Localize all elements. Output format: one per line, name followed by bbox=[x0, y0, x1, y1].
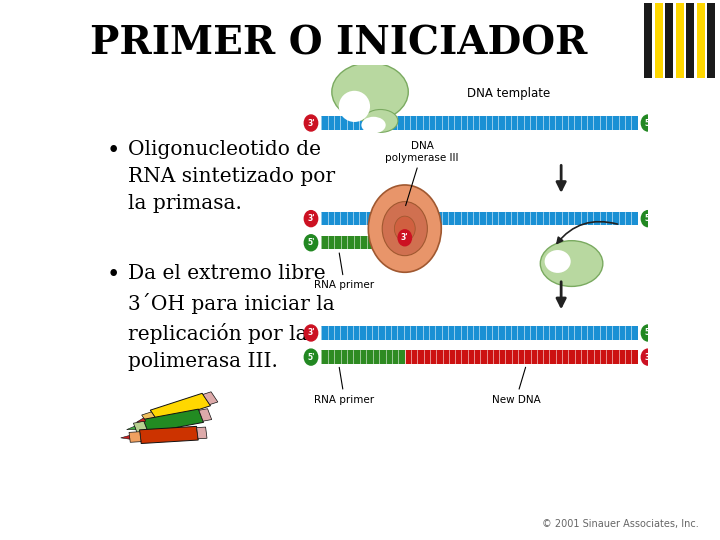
Circle shape bbox=[305, 325, 318, 341]
Ellipse shape bbox=[540, 241, 603, 286]
Bar bbox=[665, 3, 673, 78]
Bar bbox=[686, 3, 694, 78]
Text: 5': 5' bbox=[307, 238, 315, 247]
Bar bbox=[321, 212, 638, 225]
Circle shape bbox=[305, 115, 318, 131]
Circle shape bbox=[642, 211, 654, 227]
Bar bbox=[707, 3, 715, 78]
Bar bbox=[321, 350, 405, 364]
Text: •: • bbox=[107, 265, 120, 286]
Circle shape bbox=[395, 216, 415, 241]
Text: RNA primer: RNA primer bbox=[315, 253, 374, 290]
Ellipse shape bbox=[339, 91, 370, 122]
Polygon shape bbox=[644, 78, 716, 97]
Bar bbox=[321, 236, 412, 249]
Circle shape bbox=[305, 211, 318, 227]
Bar bbox=[676, 3, 684, 78]
Text: 5': 5' bbox=[644, 118, 652, 127]
Text: 5': 5' bbox=[644, 214, 652, 223]
Bar bbox=[321, 116, 638, 130]
Text: 3': 3' bbox=[307, 118, 315, 127]
Circle shape bbox=[642, 349, 654, 365]
Text: 3': 3' bbox=[307, 214, 315, 223]
Bar bbox=[655, 3, 662, 78]
Ellipse shape bbox=[544, 250, 571, 273]
Text: DNA
polymerase III: DNA polymerase III bbox=[385, 141, 459, 206]
Text: •: • bbox=[107, 140, 120, 161]
Circle shape bbox=[382, 201, 428, 255]
Bar bbox=[644, 3, 652, 78]
Text: Da el extremo libre
3´OH para iniciar la
replicación por la
polimerasa III.: Da el extremo libre 3´OH para iniciar la… bbox=[128, 265, 335, 372]
Bar bbox=[697, 3, 704, 78]
Circle shape bbox=[305, 235, 318, 251]
Circle shape bbox=[642, 115, 654, 131]
Text: PRIMER O INICIADOR: PRIMER O INICIADOR bbox=[90, 24, 587, 62]
Text: 3': 3' bbox=[644, 353, 652, 362]
Ellipse shape bbox=[361, 117, 386, 133]
Ellipse shape bbox=[363, 110, 398, 132]
Text: © 2001 Sinauer Associates, Inc.: © 2001 Sinauer Associates, Inc. bbox=[541, 519, 698, 529]
Text: 5': 5' bbox=[307, 353, 315, 362]
Text: DNA template: DNA template bbox=[467, 87, 551, 100]
Circle shape bbox=[398, 230, 412, 246]
Bar bbox=[321, 326, 638, 340]
Text: New DNA: New DNA bbox=[492, 367, 540, 404]
Circle shape bbox=[369, 185, 441, 272]
Text: 3': 3' bbox=[401, 233, 409, 242]
Text: 5': 5' bbox=[644, 328, 652, 338]
Circle shape bbox=[642, 325, 654, 341]
Text: RNA primer: RNA primer bbox=[315, 367, 374, 404]
Ellipse shape bbox=[332, 63, 408, 121]
Bar bbox=[405, 350, 638, 364]
Circle shape bbox=[305, 349, 318, 365]
Text: Oligonucleotido de
RNA sintetizado por
la primasa.: Oligonucleotido de RNA sintetizado por l… bbox=[128, 140, 335, 213]
Text: 3': 3' bbox=[307, 328, 315, 338]
